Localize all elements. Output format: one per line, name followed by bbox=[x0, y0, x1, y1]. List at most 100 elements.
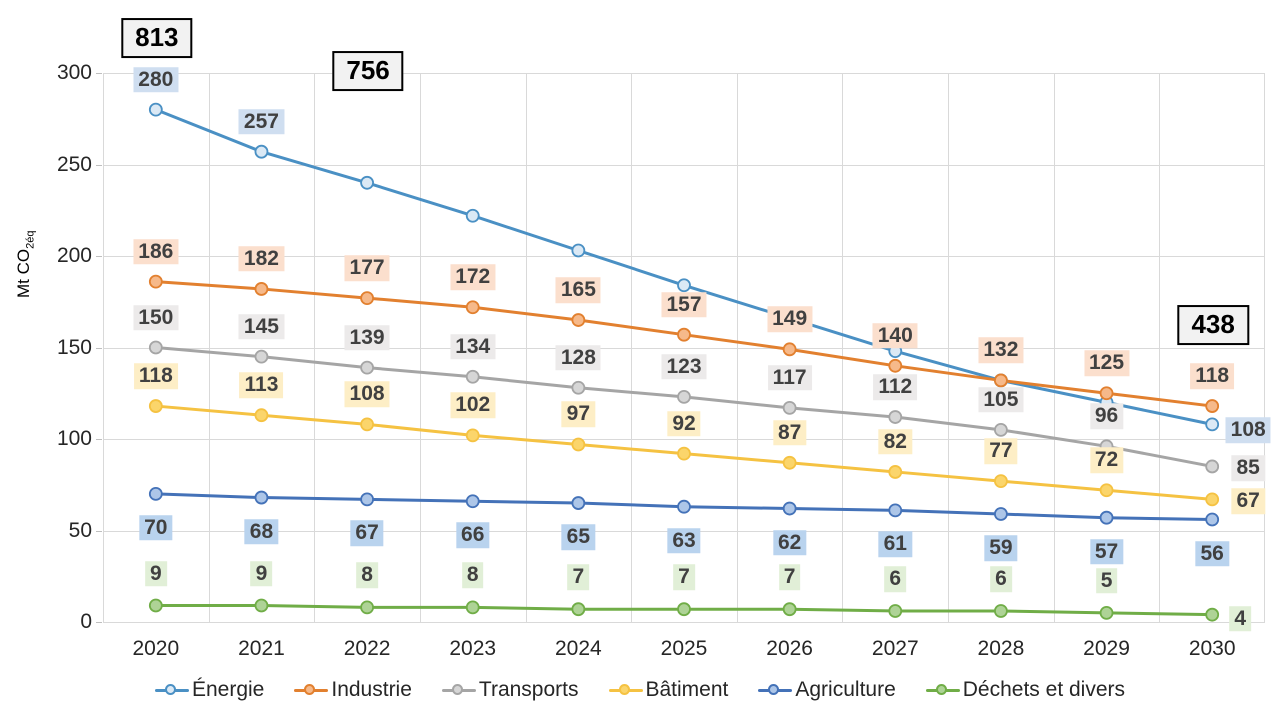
data-point-marker bbox=[888, 465, 903, 479]
legend-item-agriculture[interactable]: Agriculture bbox=[758, 678, 896, 702]
data-point-marker bbox=[994, 422, 1008, 437]
data-point-marker bbox=[888, 358, 903, 373]
y-tick-label: 150 bbox=[56, 335, 92, 359]
y-axis-tick bbox=[96, 256, 102, 257]
data-point-marker bbox=[782, 455, 797, 470]
x-tick-label: 2022 bbox=[343, 637, 391, 660]
data-label: 177 bbox=[344, 255, 390, 281]
y-axis-tick bbox=[96, 164, 102, 166]
data-point-marker bbox=[465, 300, 480, 315]
legend-item--nergie[interactable]: Énergie bbox=[154, 678, 264, 702]
data-point-marker bbox=[465, 494, 480, 509]
data-label: 67 bbox=[1231, 488, 1265, 515]
data-label: 63 bbox=[667, 527, 701, 554]
data-label: 8 bbox=[356, 562, 378, 589]
data-point-marker bbox=[571, 313, 586, 327]
data-label: 67 bbox=[350, 520, 384, 547]
gridline-vertical bbox=[842, 73, 844, 622]
y-tick-label: 50 bbox=[68, 518, 92, 542]
x-tick-label: 2023 bbox=[449, 637, 497, 660]
x-tick-label: 2020 bbox=[132, 637, 180, 660]
legend-item-transports[interactable]: Transports bbox=[441, 678, 579, 702]
data-label: 108 bbox=[1225, 417, 1271, 444]
data-label: 139 bbox=[344, 324, 390, 351]
legend-item-label: Industrie bbox=[331, 678, 412, 701]
gridline-vertical bbox=[948, 73, 950, 622]
data-label: 57 bbox=[1089, 538, 1124, 565]
legend-item-label: Bâtiment bbox=[645, 678, 729, 701]
data-point-marker bbox=[465, 428, 480, 443]
data-point-marker bbox=[1099, 386, 1114, 401]
y-tick-label: 100 bbox=[56, 427, 92, 450]
data-point-marker bbox=[1205, 399, 1220, 413]
y-tick-label: 0 bbox=[80, 610, 92, 633]
data-label: 105 bbox=[978, 387, 1024, 413]
legend-item-label: Agriculture bbox=[795, 678, 896, 701]
data-point-marker bbox=[677, 390, 691, 404]
data-label: 280 bbox=[133, 66, 179, 93]
legend-marker-icon bbox=[925, 682, 960, 698]
data-point-marker bbox=[677, 499, 691, 514]
gridline-vertical bbox=[1264, 73, 1265, 622]
gridline-horizontal bbox=[103, 164, 1265, 166]
legend-item-industrie[interactable]: Industrie bbox=[294, 678, 412, 702]
chart-legend: Énergie Industrie Transports Bâtiment Agricu… bbox=[0, 678, 1280, 702]
data-point-marker bbox=[148, 598, 163, 613]
data-label: 112 bbox=[873, 374, 918, 400]
data-point-marker bbox=[254, 490, 269, 505]
legend-item-b-timent[interactable]: Bâtiment bbox=[608, 678, 729, 702]
data-label: 157 bbox=[661, 291, 707, 318]
data-point-marker bbox=[254, 408, 269, 423]
gridline-vertical bbox=[1159, 73, 1161, 622]
data-point-marker bbox=[677, 446, 691, 461]
data-point-marker bbox=[1205, 417, 1220, 432]
y-axis-tick bbox=[96, 622, 102, 623]
data-label: 134 bbox=[450, 334, 496, 360]
y-axis-tick bbox=[96, 73, 102, 74]
data-label: 8 bbox=[461, 562, 484, 589]
data-point-marker bbox=[1099, 605, 1114, 620]
data-point-marker bbox=[148, 340, 163, 355]
data-label: 77 bbox=[984, 438, 1018, 464]
gridline-horizontal bbox=[103, 347, 1265, 349]
data-label: 7 bbox=[567, 564, 590, 590]
data-label: 140 bbox=[872, 323, 918, 349]
data-point-marker bbox=[148, 486, 163, 501]
data-point-marker bbox=[254, 282, 269, 296]
data-label: 6 bbox=[990, 566, 1012, 592]
data-point-marker bbox=[360, 175, 374, 190]
data-label: 182 bbox=[238, 246, 284, 272]
data-point-marker bbox=[1099, 510, 1114, 525]
data-label: 108 bbox=[344, 381, 390, 408]
y-axis-tick bbox=[96, 439, 102, 440]
data-label: 61 bbox=[878, 531, 912, 558]
data-label: 9 bbox=[144, 560, 167, 587]
data-label: 172 bbox=[450, 264, 496, 290]
legend-marker-icon bbox=[608, 682, 643, 698]
x-tick-label: 2025 bbox=[660, 637, 708, 660]
data-label: 117 bbox=[767, 365, 812, 391]
data-label: 4 bbox=[1229, 605, 1252, 632]
data-label: 66 bbox=[456, 522, 490, 548]
data-point-marker bbox=[254, 349, 269, 364]
x-tick-label: 2028 bbox=[977, 637, 1025, 660]
data-label: 85 bbox=[1231, 455, 1265, 482]
data-point-marker bbox=[571, 437, 586, 452]
data-point-marker bbox=[782, 400, 797, 415]
data-point-marker bbox=[360, 291, 374, 305]
y-axis-tick bbox=[96, 530, 102, 532]
gridline-vertical bbox=[314, 73, 316, 622]
data-point-marker bbox=[148, 274, 163, 289]
data-label: 72 bbox=[1089, 447, 1124, 473]
total-annotation-box: 813 bbox=[121, 18, 193, 58]
legend-item-d-chets-et-divers[interactable]: Déchets et divers bbox=[925, 678, 1125, 702]
data-point-marker bbox=[571, 496, 586, 510]
x-tick-label: 2030 bbox=[1188, 637, 1236, 660]
data-label: 150 bbox=[133, 304, 179, 331]
data-label: 82 bbox=[878, 429, 912, 455]
y-tick-label: 300 bbox=[56, 61, 92, 84]
data-label: 97 bbox=[561, 401, 596, 428]
data-point-marker bbox=[465, 600, 480, 615]
data-label: 70 bbox=[139, 515, 173, 541]
data-label: 7 bbox=[673, 564, 695, 590]
